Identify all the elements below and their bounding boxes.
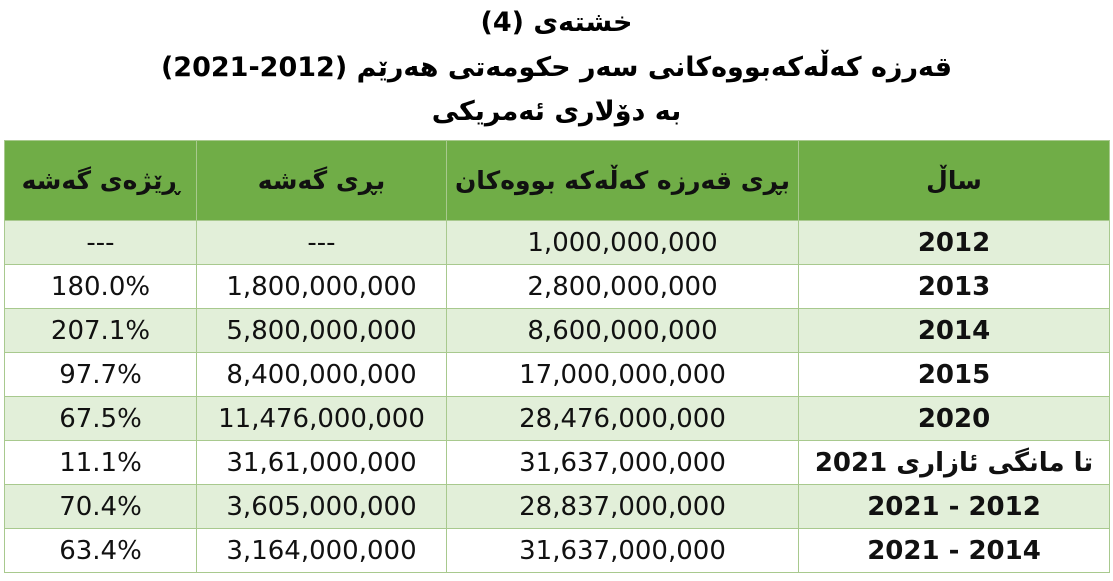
table-cell: 28,837,000,000 xyxy=(446,484,799,529)
table-cell: 3,164,000,000 xyxy=(196,528,447,573)
table-cell: 28,476,000,000 xyxy=(446,396,799,441)
table-row: 2015 17,000,000,000 8,400,000,000 97.7% xyxy=(4,352,1110,397)
table-cell: 1,000,000,000 xyxy=(446,220,799,265)
table-cell: 2,800,000,000 xyxy=(446,264,799,309)
unit: بە دۆلاری ئەمریکی xyxy=(431,96,682,127)
table-row: 2013 2,800,000,000 1,800,000,000 180.0% xyxy=(4,264,1110,309)
table-row: 2020 28,476,000,000 11,476,000,000 67.5% xyxy=(4,396,1110,441)
column-header: بڕی گەشە xyxy=(196,140,447,221)
table-cell: 31,637,000,000 xyxy=(446,440,799,485)
subtitle: قەرزە کەڵەکەبووەکانی سەر حکومەتی هەرێم (… xyxy=(160,52,953,83)
table-cell: 17,000,000,000 xyxy=(446,352,799,397)
column-header: بڕی قەرزە کەڵەکە بووەکان xyxy=(446,140,799,221)
table-cell: 2015 xyxy=(798,352,1110,397)
table-cell: 97.7% xyxy=(4,352,197,397)
table-cell: 5,800,000,000 xyxy=(196,308,447,353)
table-cell: 180.0% xyxy=(4,264,197,309)
table-cell: 11.1% xyxy=(4,440,197,485)
table-cell: تا مانگی ئازاری 2021 xyxy=(798,440,1110,485)
column-header: ساڵ xyxy=(798,140,1110,221)
table-cell: 63.4% xyxy=(4,528,197,573)
table-cell: 2014 xyxy=(798,308,1110,353)
table-row: 2012 1,000,000,000 --- --- xyxy=(4,220,1110,265)
table-cell: 2012 xyxy=(798,220,1110,265)
table-cell: 207.1% xyxy=(4,308,197,353)
table-row: 2021 - 2012 28,837,000,000 3,605,000,000 70… xyxy=(4,484,1110,529)
table-cell: 2021 - 2014 xyxy=(798,528,1110,573)
title: خشتەی (4) xyxy=(480,7,633,38)
table-cell: 1,800,000,000 xyxy=(196,264,447,309)
table-cell: 3,605,000,000 xyxy=(196,484,447,529)
table-row: 2021 - 2014 31,637,000,000 3,164,000,000 63… xyxy=(4,528,1110,573)
table-cell: --- xyxy=(4,220,197,265)
table-cell: 2013 xyxy=(798,264,1110,309)
table-cell: 2021 - 2012 xyxy=(798,484,1110,529)
table-cell: 31,637,000,000 xyxy=(446,528,799,573)
column-header: ڕێژەی گەشە xyxy=(4,140,197,221)
table-body: 2012 1,000,000,000 --- --- 2013 2,800,000,000… xyxy=(4,220,1110,573)
header: خشتەی (4) قەرزە کەڵەکەبووەکانی سەر حکومە… xyxy=(0,0,1113,140)
header-row: ساڵ بڕی قەرزە کەڵەکە بووەکان بڕی گەشە ڕێژەی… xyxy=(4,140,1110,221)
table-cell: 11,476,000,000 xyxy=(196,396,447,441)
table-cell: 2020 xyxy=(798,396,1110,441)
table-cell: 67.5% xyxy=(4,396,197,441)
table-row: 2014 8,600,000,000 5,800,000,000 207.1% xyxy=(4,308,1110,353)
table-cell: 70.4% xyxy=(4,484,197,529)
debt-table: ساڵ بڕی قەرزە کەڵەکە بووەکان بڕی گەشە ڕێژەی… xyxy=(4,140,1110,573)
table-cell: 8,400,000,000 xyxy=(196,352,447,397)
table-cell: --- xyxy=(196,220,447,265)
table-cell: 8,600,000,000 xyxy=(446,308,799,353)
table-row: تا مانگی ئازاری 2021 31,637,000,000 31,61,… xyxy=(4,440,1110,485)
table-cell: 31,61,000,000 xyxy=(196,440,447,485)
